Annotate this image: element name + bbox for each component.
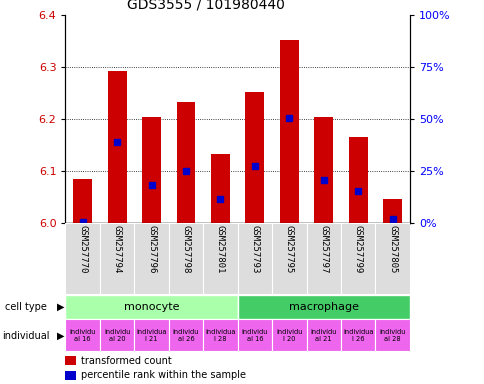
Text: individu
al 20: individu al 20 (104, 329, 130, 342)
Text: GSM257801: GSM257801 (215, 225, 225, 273)
Bar (134, 319, 168, 351)
Text: individu
al 16: individu al 16 (241, 329, 268, 342)
Bar (237, 319, 272, 351)
Bar (142, 118, 161, 223)
Bar (340, 319, 375, 351)
Text: GSM257799: GSM257799 (353, 225, 362, 273)
Text: individu
al 26: individu al 26 (172, 329, 199, 342)
Bar (134, 223, 168, 294)
Text: GSM257798: GSM257798 (181, 225, 190, 273)
Text: individu
al 28: individu al 28 (378, 329, 405, 342)
Bar (107, 71, 126, 223)
Text: individua
l 21: individua l 21 (136, 329, 166, 342)
Bar (348, 137, 367, 223)
Text: cell type: cell type (5, 302, 46, 312)
Bar (306, 319, 340, 351)
Bar (65, 356, 76, 366)
Bar (65, 295, 237, 319)
Bar (382, 199, 401, 223)
Text: ▶: ▶ (57, 331, 64, 341)
Bar (100, 319, 134, 351)
Text: individu
al 16: individu al 16 (69, 329, 96, 342)
Bar (168, 319, 203, 351)
Bar (245, 92, 264, 223)
Text: GSM257794: GSM257794 (112, 225, 121, 273)
Text: individu
al 21: individu al 21 (310, 329, 336, 342)
Bar (272, 223, 306, 294)
Bar (203, 319, 237, 351)
Bar (73, 179, 92, 223)
Text: individua
l 28: individua l 28 (205, 329, 235, 342)
Bar (176, 103, 195, 223)
Bar (237, 223, 272, 294)
Text: individual: individual (2, 331, 50, 341)
Text: monocyte: monocyte (123, 302, 179, 312)
Text: individua
l 26: individua l 26 (342, 329, 373, 342)
Text: individu
l 20: individu l 20 (275, 329, 302, 342)
Bar (314, 118, 333, 223)
Bar (168, 223, 203, 294)
Bar (203, 223, 237, 294)
Text: GSM257796: GSM257796 (147, 225, 156, 273)
Text: GSM257793: GSM257793 (250, 225, 259, 273)
Bar (340, 223, 375, 294)
Text: percentile rank within the sample: percentile rank within the sample (81, 370, 245, 380)
Bar (375, 223, 409, 294)
Bar (65, 371, 76, 380)
Bar (65, 319, 100, 351)
Bar (65, 223, 100, 294)
Text: ▶: ▶ (57, 302, 64, 312)
Bar (100, 223, 134, 294)
Text: GSM257797: GSM257797 (318, 225, 328, 273)
Text: GSM257770: GSM257770 (78, 225, 87, 273)
Bar (211, 154, 229, 223)
Text: GSM257795: GSM257795 (284, 225, 293, 273)
Bar (237, 295, 409, 319)
Text: transformed count: transformed count (81, 356, 171, 366)
Bar (272, 319, 306, 351)
Text: GSM257805: GSM257805 (387, 225, 396, 273)
Bar (375, 319, 409, 351)
Text: GDS3555 / 101980440: GDS3555 / 101980440 (127, 0, 285, 12)
Bar (279, 40, 298, 223)
Text: macrophage: macrophage (288, 302, 358, 312)
Bar (306, 223, 340, 294)
